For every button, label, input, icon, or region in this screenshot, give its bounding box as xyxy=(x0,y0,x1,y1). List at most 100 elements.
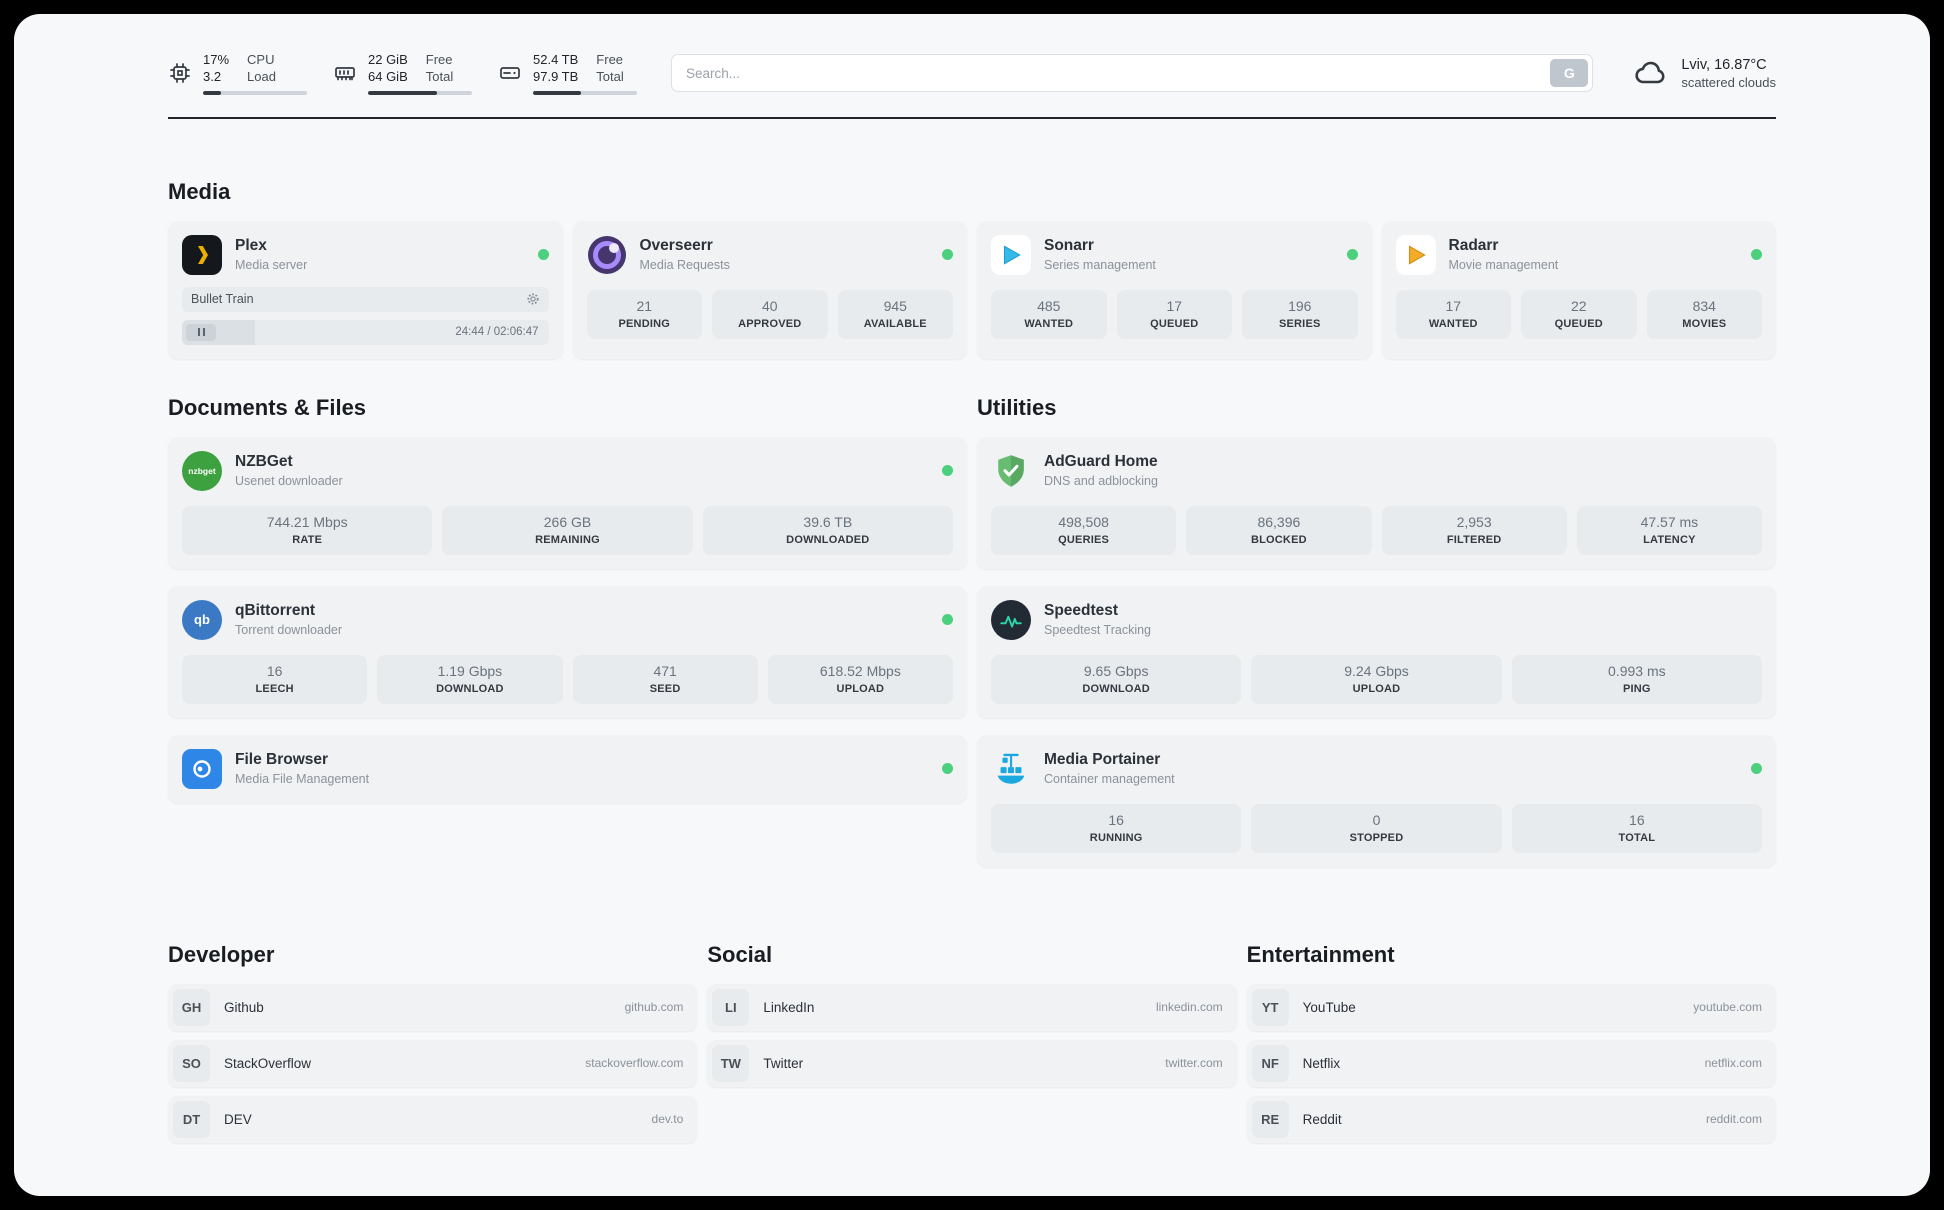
overseerr-icon xyxy=(587,235,627,275)
app-card-sonarr[interactable]: Sonarr Series management 485 WANTED 17 Q… xyxy=(977,220,1372,359)
bookmark-dev[interactable]: DT DEV dev.to xyxy=(168,1095,698,1143)
stat-label: APPROVED xyxy=(738,317,802,330)
disk-free-value: 52.4 TB xyxy=(533,52,579,67)
ram-widget: 22 GiB 64 GiB Free Total xyxy=(333,52,472,95)
stat-tile: 834 MOVIES xyxy=(1646,289,1762,339)
stat-value: 21 xyxy=(636,297,653,314)
stat-label: STOPPED xyxy=(1349,831,1404,844)
cpu-label-2: Load xyxy=(247,68,276,84)
stat-value: 744.21 Mbps xyxy=(266,513,348,530)
stat-value: 22 xyxy=(1570,297,1587,314)
stat-value: 196 xyxy=(1288,297,1312,314)
bookmark-netflix[interactable]: NF Netflix netflix.com xyxy=(1246,1039,1776,1087)
bookmark-stackoverflow[interactable]: SO StackOverflow stackoverflow.com xyxy=(168,1039,698,1087)
stat-tile: 47.57 ms LATENCY xyxy=(1576,505,1762,555)
linkedin-icon: LI xyxy=(712,988,750,1026)
disk-label-1: Free xyxy=(596,52,624,67)
twitter-icon: TW xyxy=(712,1044,750,1082)
app-card-filebrowser[interactable]: File Browser Media File Management xyxy=(168,734,967,803)
plex-icon xyxy=(182,234,222,275)
weather-widget: Lviv, 16.87°C scattered clouds xyxy=(1633,55,1776,91)
qbittorrent-icon: qb xyxy=(182,599,222,640)
now-playing-row: Bullet Train xyxy=(182,286,549,312)
bookmark-url: stackoverflow.com xyxy=(585,1056,684,1071)
app-name: Overseerr xyxy=(639,237,713,255)
app-subtitle: Series management xyxy=(1044,258,1156,273)
app-name: Radarr xyxy=(1448,237,1499,255)
bookmark-reddit[interactable]: RE Reddit reddit.com xyxy=(1246,1095,1776,1143)
status-dot xyxy=(537,249,549,261)
status-dot xyxy=(942,249,953,261)
status-dot xyxy=(1346,249,1358,261)
youtube-icon: YT xyxy=(1251,988,1289,1026)
stat-label: SERIES xyxy=(1278,317,1321,330)
app-card-portainer[interactable]: Media Portainer Container management 16 … xyxy=(977,734,1776,867)
app-card-adguard[interactable]: AdGuard Home DNS and adblocking 498,508 … xyxy=(977,436,1776,569)
nzbget-icon: nzbget xyxy=(182,450,222,491)
app-name: Sonarr xyxy=(1044,237,1094,255)
bookmark-url: twitter.com xyxy=(1165,1056,1223,1071)
stat-label: FILTERED xyxy=(1446,533,1502,546)
section-title-utilities: Utilities xyxy=(977,394,1057,420)
playback-progress[interactable]: 24:44 / 02:06:47 xyxy=(182,319,549,345)
app-card-plex[interactable]: Plex Media server Bullet Train 24:44 / 0… xyxy=(168,220,563,359)
radarr-icon xyxy=(1395,234,1436,275)
bookmark-youtube[interactable]: YT YouTube youtube.com xyxy=(1246,983,1776,1031)
disk-total-value: 97.9 TB xyxy=(533,68,579,84)
bookmark-name: DEV xyxy=(224,1111,252,1127)
ram-free-value: 22 GiB xyxy=(368,52,408,67)
app-card-qbittorrent[interactable]: qb qBittorrent Torrent downloader 16 LEE… xyxy=(168,585,967,718)
stat-value: 498,508 xyxy=(1058,513,1109,530)
ram-total-value: 64 GiB xyxy=(368,68,408,84)
stat-value: 40 xyxy=(761,297,778,314)
section-title-media: Media xyxy=(168,178,231,204)
stat-tile: 0.993 ms PING xyxy=(1511,654,1762,704)
filebrowser-icon xyxy=(182,748,222,789)
search-engine-button[interactable]: G xyxy=(1550,59,1589,88)
app-card-nzbget[interactable]: nzbget NZBGet Usenet downloader 744.21 M… xyxy=(168,436,967,569)
stat-tile: 2,953 FILTERED xyxy=(1381,505,1567,555)
stat-value: 471 xyxy=(653,662,677,679)
stat-tile: 16 TOTAL xyxy=(1511,803,1762,853)
netflix-icon: NF xyxy=(1251,1044,1289,1082)
adguard-icon xyxy=(991,451,1031,491)
bookmark-url: github.com xyxy=(624,1000,684,1015)
app-card-speedtest[interactable]: Speedtest Speedtest Tracking 9.65 Gbps D… xyxy=(977,585,1776,718)
dashboard-page: 17% 3.2 CPU Load xyxy=(14,14,1930,1196)
app-name: Media Portainer xyxy=(1044,751,1161,769)
stat-value: 618.52 Mbps xyxy=(819,662,901,679)
disk-progress-bar xyxy=(533,90,637,95)
stat-label: MOVIES xyxy=(1682,317,1727,330)
stat-tile: 618.52 Mbps UPLOAD xyxy=(767,654,953,704)
stat-value: 266 GB xyxy=(543,513,592,530)
stat-value: 47.57 ms xyxy=(1640,513,1699,530)
app-subtitle: Media Requests xyxy=(639,258,730,273)
pause-button[interactable] xyxy=(186,323,216,341)
system-stats: 17% 3.2 CPU Load xyxy=(168,52,637,95)
app-subtitle: Torrent downloader xyxy=(235,623,343,638)
bookmark-github[interactable]: GH Github github.com xyxy=(168,983,698,1031)
stat-tile: 196 SERIES xyxy=(1242,289,1358,339)
stat-label: QUEUED xyxy=(1554,317,1603,330)
disk-icon xyxy=(498,61,522,85)
bookmark-name: Github xyxy=(224,999,264,1015)
stat-label: DOWNLOAD xyxy=(436,682,504,695)
bookmark-url: reddit.com xyxy=(1705,1112,1762,1127)
stat-tile: 16 LEECH xyxy=(182,654,368,704)
section-title-developer: Developer xyxy=(168,941,275,967)
app-card-radarr[interactable]: Radarr Movie management 17 WANTED 22 QUE… xyxy=(1381,220,1776,359)
stat-value: 1.19 Gbps xyxy=(437,662,503,679)
gear-icon[interactable] xyxy=(526,292,540,306)
stat-value: 0.993 ms xyxy=(1608,662,1666,679)
stat-label: DOWNLOAD xyxy=(1082,682,1150,695)
bookmark-twitter[interactable]: TW Twitter twitter.com xyxy=(707,1039,1237,1087)
status-dot xyxy=(942,614,953,626)
stat-tile: 17 QUEUED xyxy=(1116,289,1232,339)
stat-value: 9.24 Gbps xyxy=(1344,662,1409,679)
app-card-overseerr[interactable]: Overseerr Media Requests 21 PENDING 40 A… xyxy=(572,220,967,359)
stat-tile: 1.19 Gbps DOWNLOAD xyxy=(377,654,563,704)
search-input[interactable] xyxy=(671,54,1594,93)
app-name: Plex xyxy=(235,237,267,255)
ram-icon xyxy=(333,61,357,85)
bookmark-linkedin[interactable]: LI LinkedIn linkedin.com xyxy=(707,983,1237,1031)
